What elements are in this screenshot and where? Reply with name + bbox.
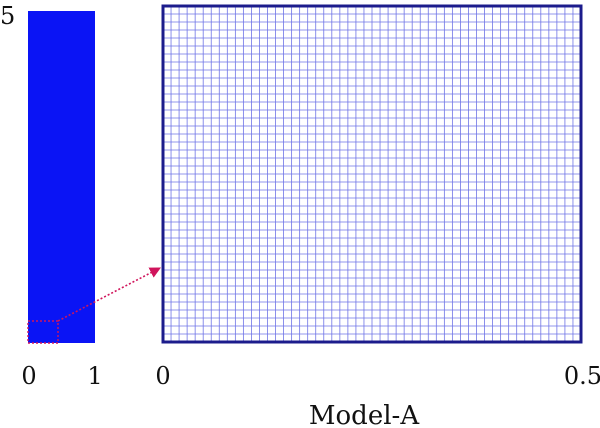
mesh-grid-lines — [163, 6, 581, 342]
zoomed-mesh-border — [161, 4, 583, 344]
figure-caption: Model-A — [309, 401, 420, 428]
zoomed-mesh — [161, 4, 583, 344]
full-domain-y-top-label: 5 — [0, 2, 15, 30]
zoomed-mesh-x-left-label: 0 — [155, 362, 170, 390]
zoom-arrow — [57, 267, 161, 322]
full-domain-rect — [28, 11, 95, 343]
full-domain-x-left-label: 0 — [21, 362, 36, 390]
zoomed-mesh-x-right-label: 0.5 — [564, 362, 600, 390]
full-domain-x-right-label: 1 — [87, 362, 102, 390]
zoom-region-box — [27, 320, 59, 344]
